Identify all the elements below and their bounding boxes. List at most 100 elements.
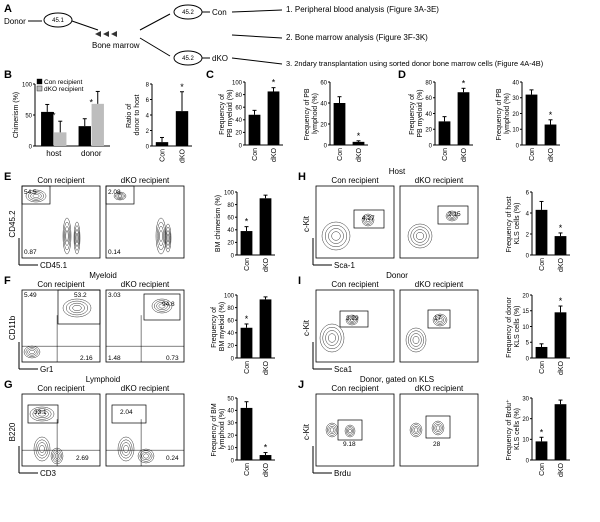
gate-value: 2.69 — [76, 455, 89, 462]
x-tick-label: Con — [337, 148, 344, 161]
gate-value: 1.48 — [108, 355, 121, 362]
panel-letter: C — [206, 69, 214, 81]
y-axis-label: Ratio of donor to host — [126, 95, 141, 136]
y-tick-label: 0 — [29, 144, 33, 150]
bar — [267, 91, 280, 145]
bar — [155, 142, 169, 146]
plot-frame — [315, 185, 395, 259]
gate-value: 17 — [434, 315, 442, 322]
y-tick-label: 10 — [227, 446, 234, 452]
contour — [407, 223, 433, 249]
y-tick-label: 20 — [512, 112, 519, 118]
y-tick-label: 100 — [232, 80, 243, 86]
contour — [448, 213, 456, 219]
contour — [412, 425, 420, 435]
contour — [119, 439, 133, 459]
y-tick-label: 40 — [227, 228, 234, 234]
contour — [33, 436, 51, 462]
contour — [410, 226, 430, 246]
significance: * — [559, 223, 563, 233]
plot-frame — [21, 185, 101, 259]
contour — [445, 210, 459, 222]
contour — [416, 232, 424, 240]
column-header: dKO recipient — [415, 280, 464, 289]
plot-frame — [105, 289, 185, 363]
y-tick-label: 0 — [231, 458, 235, 464]
panel-letter: E — [4, 171, 11, 183]
contour — [74, 225, 80, 251]
bar — [240, 231, 253, 255]
contour — [324, 224, 348, 248]
x-tick-label: dKO — [461, 147, 468, 162]
y-axis-label: Chimerism (%) — [13, 92, 20, 138]
arrow — [231, 57, 283, 65]
gate — [105, 185, 135, 205]
bar — [544, 124, 557, 145]
y-tick-label: 40 — [227, 331, 234, 337]
y-tick-label: 6 — [526, 190, 530, 196]
y-tick-label: 0 — [231, 356, 235, 362]
y-axis-label: Frequency of Brdu⁺ KLS cells (%) — [506, 397, 521, 460]
x-tick-label: dKO — [558, 462, 565, 477]
bar — [352, 141, 365, 145]
column-header: Con recipient — [37, 176, 85, 185]
contour — [116, 193, 124, 199]
x-tick-label: dKO — [548, 147, 555, 162]
bar — [438, 121, 451, 145]
y-tick-label: 0 — [429, 143, 433, 149]
contour — [413, 427, 419, 433]
plot-frame — [315, 289, 395, 363]
bar — [248, 114, 261, 145]
bar — [259, 198, 272, 255]
significance: * — [462, 78, 466, 88]
contour — [27, 348, 37, 356]
contour — [345, 426, 355, 436]
y-axis-label: CD45.2 — [8, 210, 17, 238]
y-tick-label: 60 — [320, 80, 327, 86]
y-tick-label: 30 — [512, 96, 519, 102]
y-axis-label: c-Kit — [302, 215, 311, 232]
contour — [72, 304, 82, 312]
y-tick-label: 20 — [227, 241, 234, 247]
y-axis-label: Frequency of PB myeloid (%) — [219, 89, 234, 137]
contour — [35, 409, 49, 419]
x-tick-label: host — [46, 149, 62, 158]
column-header: Con recipient — [37, 384, 85, 393]
y-tick-label: 40 — [425, 112, 432, 118]
gate-value: 9.18 — [343, 441, 356, 448]
plot-frame — [21, 289, 101, 363]
x-tick-label: Con — [442, 148, 449, 161]
y-axis-label: c-Kit — [302, 423, 311, 440]
contour — [113, 191, 127, 201]
y-tick-label: 50 — [227, 396, 234, 402]
panel-letter: J — [298, 379, 304, 391]
mouse-label: 45.2 — [182, 10, 194, 16]
gate-value: 4.27 — [362, 215, 375, 222]
bar — [525, 94, 538, 145]
contour — [322, 326, 342, 350]
y-tick-label: 4 — [526, 211, 530, 217]
legend-swatch — [36, 85, 43, 92]
contour — [29, 349, 35, 355]
contour — [65, 300, 89, 316]
y-tick-label: 100 — [224, 190, 235, 196]
panel-title: Host — [389, 167, 406, 176]
arrow — [139, 13, 171, 31]
x-tick-label: Con — [244, 463, 251, 476]
y-tick-label: 20 — [425, 128, 432, 134]
contour — [37, 442, 47, 456]
contour — [349, 318, 355, 322]
contour — [28, 191, 44, 201]
panel-title: Donor, gated on KLS — [360, 375, 434, 384]
panel-letter: B — [4, 69, 12, 81]
contour — [158, 303, 166, 309]
contour — [166, 230, 170, 246]
contour — [141, 451, 151, 461]
contour — [361, 213, 375, 227]
contour — [365, 217, 371, 223]
gate-value: 2.04 — [120, 409, 133, 416]
y-tick-label: 40 — [235, 118, 242, 124]
column-header: Con recipient — [37, 280, 85, 289]
contour — [156, 301, 168, 311]
y-tick-label: 80 — [425, 80, 432, 86]
